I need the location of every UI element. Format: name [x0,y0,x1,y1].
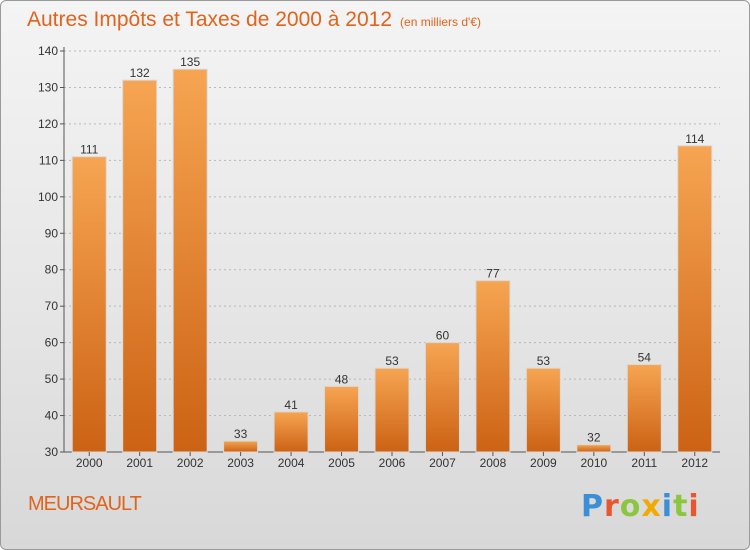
data-label-2006: 53 [385,354,399,368]
y-tick-label-50: 50 [45,372,59,386]
y-tick-label-30: 30 [45,445,59,459]
data-label-2002: 135 [180,55,200,69]
data-label-2003: 33 [234,427,248,441]
bar-2008 [475,280,511,453]
y-tick-label-110: 110 [39,153,58,167]
commune-name: MEURSAULT [28,493,142,515]
bar-2001 [122,79,158,453]
data-label-2010: 32 [587,431,601,445]
x-tick-label-2012: 2012 [681,456,708,470]
logo-letter: r [604,489,620,524]
proxiti-logo: Proxiti [581,489,700,524]
data-label-2012: 114 [685,132,704,146]
x-tick-label-2003: 2003 [227,456,254,470]
data-label-2000: 111 [80,143,99,157]
bar-2004 [273,411,309,453]
logo-letter: i [661,489,674,524]
data-label-2007: 60 [436,329,450,343]
data-label-2004: 41 [284,398,298,412]
chart-title-text: Autres Impôts et Taxes de 2000 à 2012 [27,8,393,31]
y-tick-label-120: 120 [38,117,58,131]
x-tick-label-2005: 2005 [328,456,355,470]
y-tick-label-70: 70 [45,299,59,313]
x-tick-label-2001: 2001 [126,456,153,470]
y-tick-label-90: 90 [45,226,59,240]
logo-letter: o [619,489,642,524]
y-tick-label-80: 80 [45,263,59,277]
bar-2003 [223,440,259,453]
y-tick-label-130: 130 [38,80,58,94]
bar-2010 [576,444,612,453]
y-tick-label-140: 140 [38,44,58,58]
data-label-2001: 132 [130,66,150,80]
logo-letter: i [688,489,700,524]
data-label-2005: 48 [335,372,349,386]
x-tick-label-2002: 2002 [177,456,204,470]
bar-2005 [324,385,360,453]
y-tick-label-100: 100 [38,190,58,204]
x-tick-label-2000: 2000 [76,456,103,470]
x-tick-label-2006: 2006 [379,456,406,470]
data-label-2011: 54 [638,351,652,365]
bar-2002 [172,68,208,453]
y-tick-label-40: 40 [45,409,59,423]
data-label-2008: 77 [486,267,500,281]
logo-letter: x [641,489,662,524]
logo-letter: t [673,489,689,524]
x-tick-label-2010: 2010 [580,456,607,470]
y-tick-label-60: 60 [45,336,59,350]
bar-2009 [525,367,561,453]
bar-2007 [424,342,460,453]
chart-title: Autres Impôts et Taxes de 2000 à 2012 (en… [27,8,481,32]
x-tick-label-2011: 2011 [631,456,657,470]
bar-2012 [677,145,713,453]
bar-2000 [71,156,107,453]
bar-2006 [374,367,410,453]
x-tick-label-2007: 2007 [429,456,456,470]
data-label-2009: 53 [537,354,551,368]
x-tick-label-2009: 2009 [530,456,557,470]
logo-letter: P [581,489,604,524]
x-tick-label-2008: 2008 [480,456,507,470]
bar-2011 [626,364,662,453]
x-tick-label-2004: 2004 [278,456,305,470]
chart-title-unit: (en milliers d'€) [400,15,482,29]
